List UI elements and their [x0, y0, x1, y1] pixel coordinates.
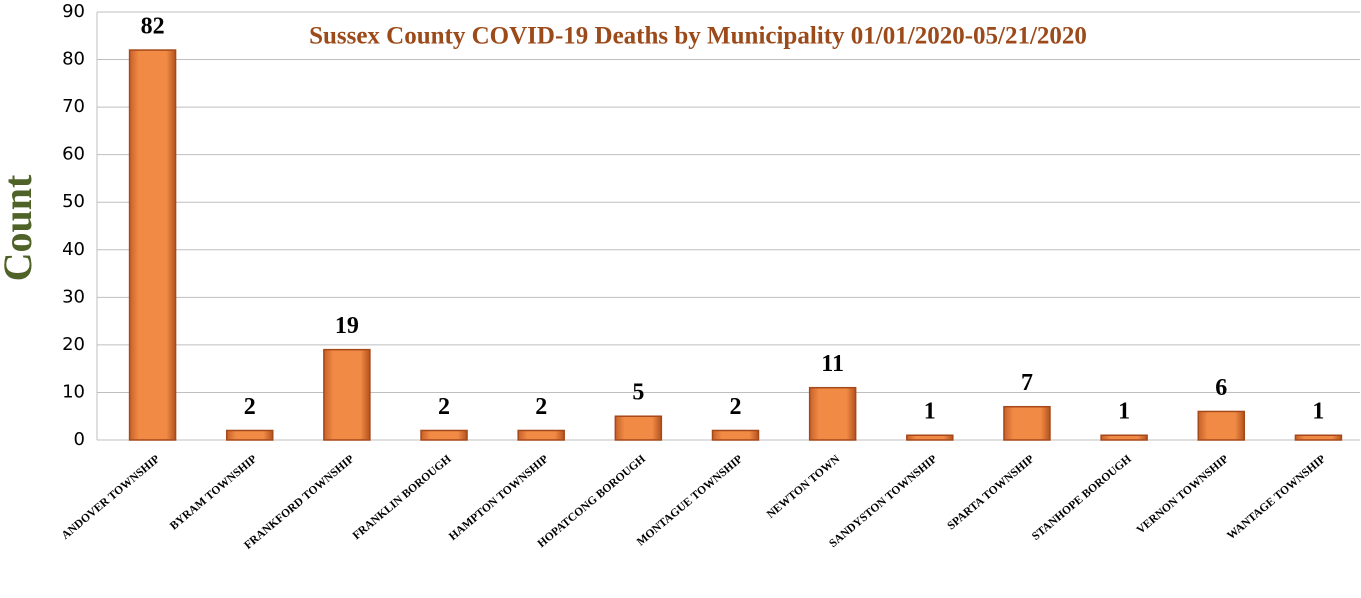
x-tick-label: NEWTON TOWN [765, 453, 843, 521]
x-tick-label: SPARTA TOWNSHIP [945, 453, 1036, 532]
value-label: 19 [335, 313, 359, 339]
y-tick-label: 30 [62, 286, 85, 307]
x-tick-label: FRANKLIN BOROUGH [351, 453, 454, 542]
x-tick-label: VERNON TOWNSHIP [1135, 453, 1231, 536]
bar [808, 386, 857, 441]
y-tick-label: 40 [62, 239, 85, 260]
y-tick-label: 10 [62, 381, 85, 402]
x-tick-label: HOPATCONG BOROUGH [536, 453, 648, 550]
bar [420, 429, 468, 441]
y-tick-label: 70 [62, 96, 85, 117]
value-label: 82 [141, 14, 165, 40]
bar [711, 429, 760, 441]
bar [225, 429, 274, 441]
x-tick-label: FRANKFORD TOWNSHIP [242, 453, 356, 552]
bar [906, 434, 954, 441]
y-tick-label: 20 [62, 334, 85, 355]
bar [1100, 434, 1148, 441]
x-tick-label: STANHOPE BOROUGH [1030, 453, 1134, 543]
value-label: 6 [1215, 375, 1227, 401]
value-label: 2 [244, 394, 256, 420]
bar [614, 415, 663, 441]
bar [1197, 410, 1246, 441]
value-label: 5 [632, 380, 644, 406]
y-tick-label: 80 [62, 49, 85, 70]
x-tick-label: ANDOVER TOWNSHIP [60, 453, 163, 542]
value-label: 1 [924, 399, 936, 425]
value-label: 1 [1312, 399, 1324, 425]
y-tick-label: 0 [74, 429, 85, 450]
x-tick-label: HAMPTON TOWNSHIP [447, 453, 551, 543]
y-tick-label: 50 [62, 191, 85, 212]
x-tick-label: WANTAGE TOWNSHIP [1225, 453, 1328, 542]
bar [128, 49, 177, 441]
bar [517, 429, 565, 441]
value-label: 2 [438, 394, 450, 420]
y-tick-label: 60 [62, 144, 85, 165]
y-tick-label: 90 [62, 1, 85, 22]
x-tick-label: SANDYSTON TOWNSHIP [827, 453, 939, 550]
value-label: 7 [1021, 370, 1033, 396]
y-axis-label: Count [0, 174, 40, 281]
value-label: 2 [730, 394, 742, 420]
x-tick-label: MONTAGUE TOWNSHIP [635, 453, 745, 548]
x-tick-label: BYRAM TOWNSHIP [168, 453, 259, 532]
bar [1294, 434, 1343, 441]
bar [323, 348, 371, 441]
chart-title: Sussex County COVID-19 Deaths by Municip… [309, 23, 1087, 50]
value-label: 1 [1118, 399, 1130, 425]
value-label: 11 [821, 351, 844, 377]
value-label: 2 [535, 394, 547, 420]
bar [1003, 405, 1051, 441]
